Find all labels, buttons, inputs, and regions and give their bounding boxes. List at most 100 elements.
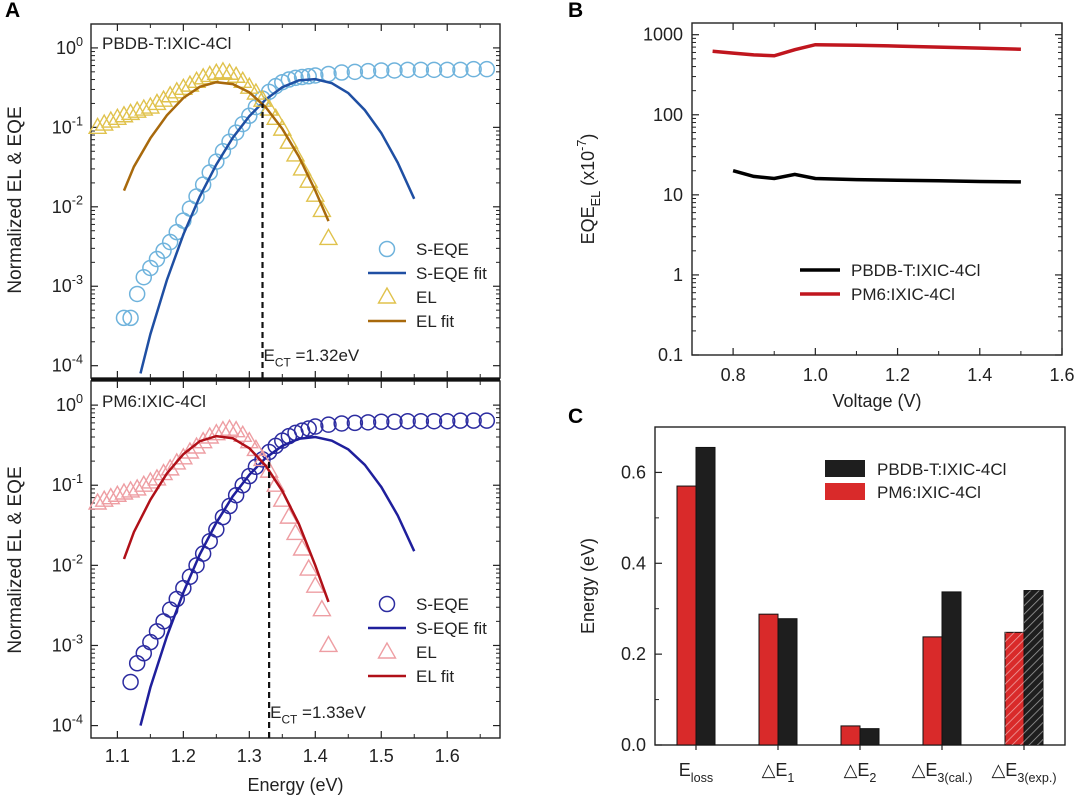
data-point	[114, 482, 134, 500]
y-axis-title: Normalized EL & EQE	[5, 466, 26, 653]
x-axis-title: Voltage (V)	[832, 391, 921, 411]
x-tick-label: 1.6	[1049, 365, 1074, 385]
legend-label: S-EQE fit	[416, 619, 487, 638]
panel-letter: C	[568, 405, 583, 428]
bar-pm6	[676, 485, 697, 746]
legend-marker	[377, 641, 397, 659]
bar-pm6	[840, 725, 861, 746]
legend-label: PBDB-T:IXIC-4Cl	[851, 261, 980, 280]
ect-label: ECT =1.32eV	[264, 346, 360, 369]
data-point	[293, 68, 311, 86]
x-tick-label: △E1	[762, 760, 795, 785]
data-point	[272, 118, 293, 136]
legend-label: EL fit	[416, 667, 454, 686]
data-point	[226, 65, 246, 83]
data-point	[227, 124, 245, 141]
data-point	[359, 62, 377, 80]
data-point	[147, 468, 167, 486]
data-point	[206, 62, 227, 80]
bar-pbdbt	[941, 591, 962, 746]
data-point	[200, 65, 220, 83]
x-tick-label: △E3(exp.)	[991, 760, 1056, 785]
legend-swatch	[825, 460, 865, 477]
data-point	[279, 131, 299, 149]
data-point	[425, 61, 443, 79]
x-tick-label: 1.2	[171, 746, 196, 766]
data-point	[122, 673, 139, 691]
data-point	[333, 64, 350, 81]
data-point	[193, 67, 213, 85]
data-point	[101, 487, 121, 505]
data-point	[107, 107, 128, 126]
data-point	[173, 447, 194, 465]
y-tick-label: 0.0	[621, 735, 646, 755]
data-point	[305, 184, 325, 202]
data-point	[318, 227, 339, 246]
fit-line	[122, 434, 330, 603]
plot-frame	[691, 22, 1063, 356]
data-point	[292, 538, 312, 556]
data-point	[153, 89, 174, 107]
fit-line	[139, 435, 416, 726]
data-point	[167, 452, 187, 470]
data-point	[127, 100, 147, 118]
subplot-title: PM6:IXIC-4Cl	[102, 392, 206, 411]
data-point	[87, 492, 108, 510]
series-line	[732, 169, 1021, 184]
legend-marker	[378, 240, 396, 258]
data-point	[107, 484, 128, 502]
data-point	[155, 242, 172, 259]
y-tick-label: 10	[663, 185, 683, 205]
data-point	[234, 115, 251, 133]
y-tick-label: 0.4	[621, 553, 646, 573]
series-el-fit	[122, 80, 330, 222]
legend-label: S-EQE	[416, 240, 469, 259]
data-point	[292, 158, 312, 176]
data-point	[120, 102, 141, 121]
data-point	[478, 412, 496, 429]
data-point	[186, 70, 207, 88]
ect-label: ECT =1.33eV	[270, 703, 366, 726]
data-point	[233, 70, 253, 88]
data-point	[465, 60, 482, 78]
data-point	[142, 633, 159, 651]
series-el	[87, 418, 339, 653]
data-point	[300, 67, 317, 85]
data-point	[318, 635, 339, 653]
x-tick-label: 1.4	[967, 365, 992, 385]
legend-label: PM6:IXIC-4Cl	[877, 483, 981, 502]
data-point	[373, 413, 390, 431]
x-tick-label: Eloss	[679, 760, 713, 785]
bar-pbdbt	[777, 618, 798, 746]
panel-b: 0.1 1 10 100 1000 0.8 1.0 1.2 1.4 1.6 PBDB-T:IXIC-…	[568, 0, 1075, 411]
y-tick-label: 100	[653, 105, 683, 125]
data-point	[87, 116, 108, 135]
data-point	[94, 489, 114, 507]
data-point	[333, 415, 350, 432]
data-point	[478, 60, 496, 78]
data-point	[307, 67, 324, 84]
data-point	[266, 474, 286, 492]
y-tick-label: 100	[56, 392, 83, 415]
data-point	[438, 412, 456, 430]
data-point	[115, 309, 133, 327]
x-tick-label: △E2	[844, 760, 877, 785]
data-point	[452, 412, 469, 429]
data-point	[233, 424, 253, 443]
y-tick-label: 0.2	[621, 644, 646, 664]
x-tick-label: 1.1	[105, 746, 130, 766]
data-point	[241, 107, 258, 125]
data-point	[307, 418, 324, 435]
data-point	[285, 523, 306, 541]
subplot-title: PBDB-T:IXIC-4Cl	[102, 34, 231, 53]
data-point	[373, 62, 390, 79]
legend: S-EQE S-EQE fit EL EL fit	[368, 595, 487, 686]
series-s-eqe-fit	[139, 435, 416, 726]
data-point	[219, 418, 240, 436]
data-point	[300, 420, 317, 437]
data-point	[312, 599, 332, 617]
a-subplot-pbdbt: 10-4 10-3 10-2 10-1 100 ECT =1.32eV PBDB-T:IXI…	[52, 23, 501, 379]
y-tick-label: 1000	[643, 25, 683, 45]
fit-line	[139, 77, 416, 374]
y-tick-label: 0.1	[658, 345, 683, 365]
